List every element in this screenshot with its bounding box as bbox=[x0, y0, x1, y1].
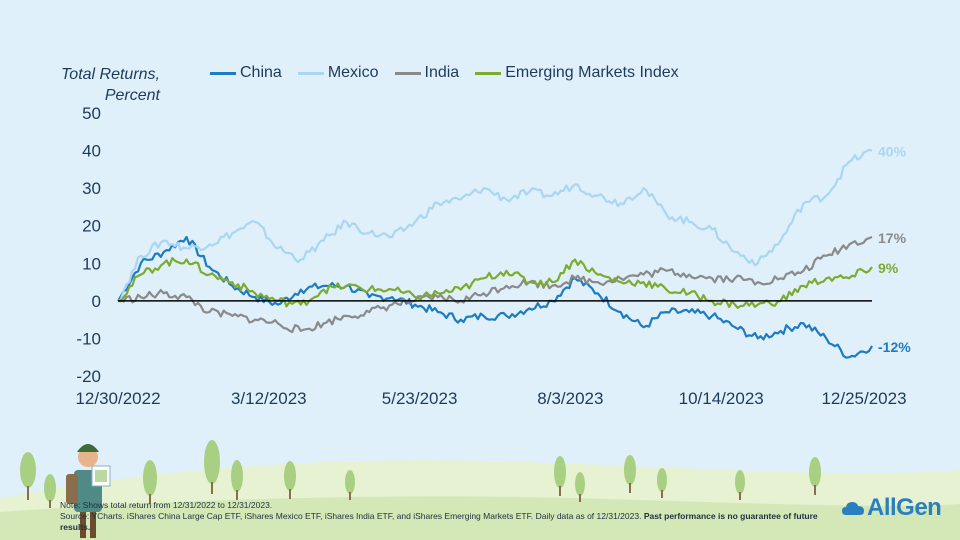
allgen-logo: AllGen bbox=[842, 494, 942, 522]
plot-area: -20 -10 0 10 20 30 40 50 12/30/2022 3/12/2023 5/23… bbox=[75, 104, 911, 408]
legend-item-india: India bbox=[394, 64, 460, 82]
legend-swatch-em bbox=[475, 71, 502, 75]
series-line-china bbox=[117, 235, 873, 359]
series-line-india bbox=[117, 235, 873, 334]
legend-label-china: China bbox=[240, 64, 282, 81]
y-tick-label: 40 bbox=[82, 142, 101, 161]
y-tick-label: 0 bbox=[92, 292, 101, 311]
end-value-label: 17% bbox=[878, 230, 907, 246]
tree-group bbox=[20, 440, 821, 508]
legend-label-india: India bbox=[424, 64, 460, 81]
y-tick-label: 20 bbox=[82, 217, 101, 236]
legend-item-em: Emerging Markets Index bbox=[475, 64, 679, 82]
end-value-label: -12% bbox=[878, 339, 911, 355]
x-tick-label: 5/23/2023 bbox=[382, 389, 458, 408]
x-tick-label: 12/30/2022 bbox=[75, 389, 160, 408]
legend-item-china: China bbox=[210, 64, 282, 82]
y-tick-label: 50 bbox=[82, 104, 101, 123]
end-value-label: 40% bbox=[878, 144, 907, 160]
x-tick-label: 8/3/2023 bbox=[537, 389, 603, 408]
x-tick-label: 12/25/2023 bbox=[821, 389, 906, 408]
y-axis-title: Total Returns, Percent bbox=[42, 64, 160, 106]
cloud-icon bbox=[842, 502, 864, 515]
x-tick-label: 3/12/2023 bbox=[231, 389, 307, 408]
legend-swatch-mexico bbox=[297, 71, 324, 75]
landscape-illustration bbox=[0, 440, 960, 540]
legend-label-mexico: Mexico bbox=[327, 64, 379, 81]
legend-label-em: Emerging Markets Index bbox=[505, 64, 679, 81]
y-tick-label: -20 bbox=[76, 367, 101, 386]
end-value-label: 9% bbox=[878, 260, 899, 276]
chart-legend: China Mexico India Emerging Markets Inde… bbox=[210, 64, 679, 82]
note-line1: Note: Shows total return from 12/31/2022… bbox=[60, 500, 273, 510]
hill-front bbox=[0, 496, 960, 540]
hiker-icon bbox=[66, 444, 111, 538]
y-tick-label: 30 bbox=[82, 179, 101, 198]
legend-swatch-china bbox=[210, 71, 236, 75]
source-note: Note: Shows total return from 12/31/2022… bbox=[60, 500, 850, 533]
legend-swatch-india bbox=[394, 71, 421, 75]
y-tick-label: 10 bbox=[82, 254, 101, 273]
x-tick-label: 10/14/2023 bbox=[679, 389, 764, 408]
y-tick-label: -10 bbox=[76, 329, 101, 348]
note-disclaimer: Past performance is no guarantee of futu… bbox=[60, 511, 818, 532]
logo-text: AllGen bbox=[867, 494, 942, 521]
note-line2: Source: YCharts. iShares China Large Cap… bbox=[60, 511, 850, 533]
y-axis-title-line1: Total Returns, bbox=[60, 66, 160, 83]
series-line-emerging-markets-index bbox=[117, 257, 873, 309]
legend-item-mexico: Mexico bbox=[297, 64, 379, 82]
series-line-mexico bbox=[117, 148, 873, 302]
note-source: Source: YCharts. iShares China Large Cap… bbox=[60, 511, 642, 521]
y-axis-title-line2: Percent bbox=[104, 87, 160, 104]
